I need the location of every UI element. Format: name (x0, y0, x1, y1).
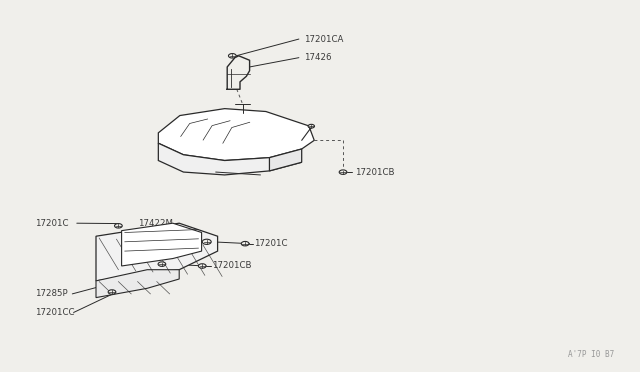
Text: 17422M: 17422M (138, 219, 173, 228)
Text: A'7P I0 B7: A'7P I0 B7 (568, 350, 614, 359)
Circle shape (198, 264, 206, 268)
Text: 17201C: 17201C (254, 239, 287, 248)
Text: 17201CB: 17201CB (212, 262, 252, 270)
Polygon shape (158, 143, 301, 175)
Polygon shape (269, 149, 301, 171)
Polygon shape (96, 223, 218, 281)
Circle shape (228, 54, 236, 58)
Circle shape (339, 170, 347, 174)
Circle shape (108, 290, 116, 294)
Circle shape (241, 241, 249, 246)
Text: 17201CA: 17201CA (304, 35, 344, 44)
Text: 17426: 17426 (304, 53, 332, 62)
Text: 17201C: 17201C (35, 219, 68, 228)
Circle shape (158, 262, 166, 266)
Text: 17201CC: 17201CC (35, 308, 75, 317)
Polygon shape (158, 109, 314, 161)
Text: 17285P: 17285P (35, 289, 68, 298)
Circle shape (115, 224, 122, 228)
Text: 17201CB: 17201CB (355, 168, 395, 177)
Circle shape (308, 124, 314, 128)
Polygon shape (96, 270, 179, 298)
Polygon shape (122, 223, 202, 266)
Circle shape (202, 239, 211, 244)
